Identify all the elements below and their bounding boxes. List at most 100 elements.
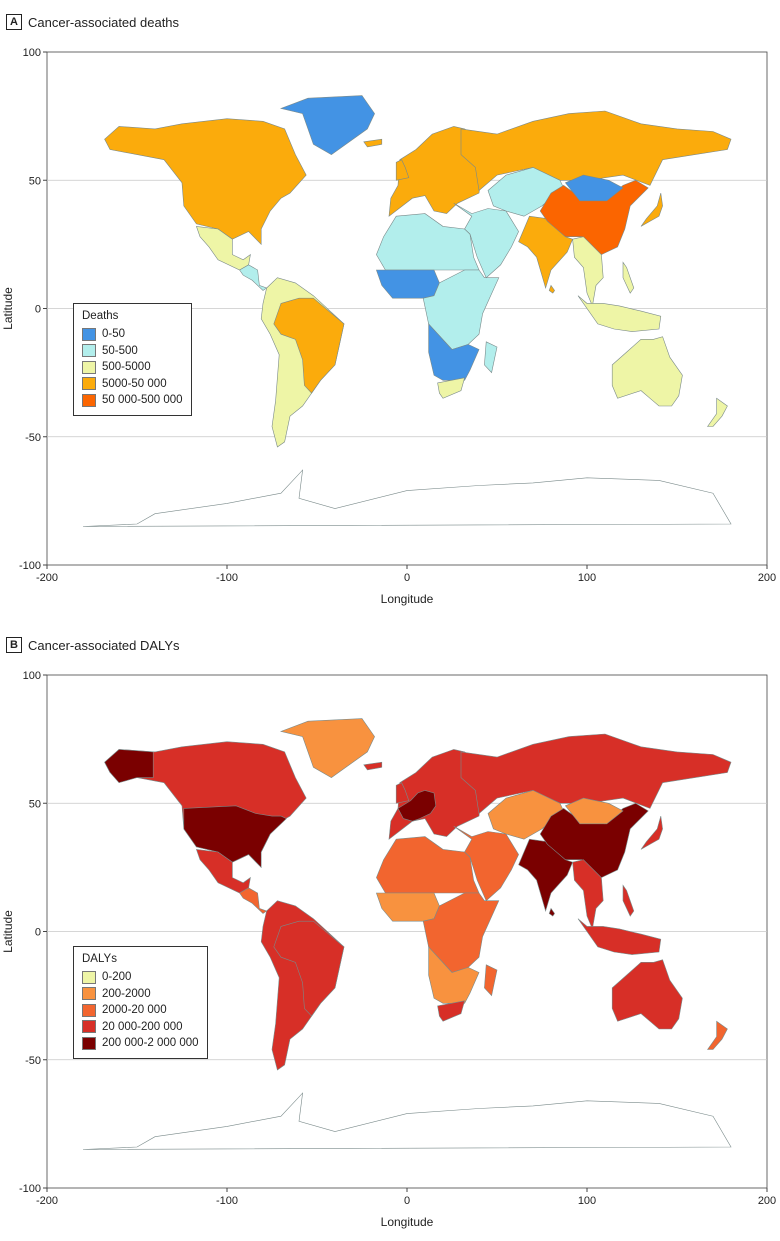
region-mexico <box>195 849 251 894</box>
y-axis-title: Latitude <box>1 910 15 953</box>
region-new-zealand <box>707 397 728 427</box>
y-tick-label: -100 <box>19 1183 41 1195</box>
region-japan <box>640 193 663 227</box>
region-indonesia <box>577 295 662 332</box>
y-tick-label: -50 <box>25 432 41 444</box>
legend-label: 5000-50 000 <box>102 377 167 390</box>
region-sri-lanka <box>548 284 555 294</box>
region-new-zealand <box>707 1020 728 1050</box>
legend-label: 50-500 <box>102 344 138 357</box>
panel-dalys: -200 -100 0 100 200 100 50 0 -50 -100 Longitude Lat… <box>0 623 780 1241</box>
region-southern-africa <box>428 323 480 381</box>
y-tick-label: 100 <box>23 670 41 682</box>
legend-swatch <box>82 1036 96 1050</box>
region-north-america <box>104 118 307 246</box>
region-russia <box>460 110 732 192</box>
y-tick-label: 100 <box>23 47 41 59</box>
x-axis-title: Longitude <box>381 1215 434 1229</box>
x-tick-label: 0 <box>404 572 410 584</box>
y-tick-label: 0 <box>35 927 41 939</box>
region-uk <box>395 782 410 804</box>
legend-swatch <box>82 1003 96 1017</box>
legend-label: 2000-20 000 <box>102 1004 167 1017</box>
region-brazil <box>273 920 345 1017</box>
x-tick-label: 0 <box>404 1195 410 1207</box>
region-india <box>518 838 573 913</box>
legend-swatch <box>82 970 96 984</box>
legend-item: 0-50 <box>82 326 183 343</box>
legend-label: 500-5000 <box>102 361 151 374</box>
region-russia <box>460 733 732 815</box>
legend-label: 0-50 <box>102 328 126 341</box>
legend-item: 50 000-500 000 <box>82 392 183 409</box>
region-iceland <box>363 138 383 148</box>
panel-header: A Cancer-associated deaths <box>6 12 179 32</box>
legend-item: 200-2000 <box>82 986 199 1003</box>
y-axis-title: Latitude <box>1 287 15 330</box>
region-mexico <box>195 226 251 271</box>
region-usa <box>183 805 287 869</box>
legend-swatch <box>82 1020 96 1034</box>
region-iceland <box>363 761 383 771</box>
region-southeast-asia <box>572 236 604 307</box>
legend-swatch <box>82 327 96 341</box>
legend-label: 20 000-200 000 <box>102 1020 183 1033</box>
region-philippines <box>622 261 635 294</box>
y-tick-label: 50 <box>29 175 41 187</box>
region-alaska <box>104 749 154 784</box>
region-australia <box>611 959 683 1030</box>
panel-header: B Cancer-associated DALYs <box>6 635 180 655</box>
legend-swatch <box>82 360 96 374</box>
panel-deaths: -200 -100 0 100 200 100 50 0 -50 -100 Longitude Lat… <box>0 0 780 620</box>
panel-title: Cancer-associated deaths <box>28 14 180 30</box>
region-middle-east <box>453 826 519 902</box>
region-madagascar <box>484 341 498 374</box>
legend-label: 50 000-500 000 <box>102 394 183 407</box>
x-tick-label: 100 <box>578 1195 596 1207</box>
region-southern-africa <box>428 946 480 1004</box>
region-south-africa <box>437 377 466 399</box>
dalys-map: -200 -100 0 100 200100500-50-100LongitudeLat… <box>1 670 776 1229</box>
region-india <box>518 215 573 290</box>
deaths-legend: Deaths 0-50 50-500 500-5000 5000-50 000 … <box>73 303 192 416</box>
region-east-africa <box>422 892 500 973</box>
legend-item: 0-200 <box>82 969 199 986</box>
x-tick-label: 100 <box>578 572 596 584</box>
legend-title: Deaths <box>82 310 119 322</box>
panel-title: Cancer-associated DALYs <box>28 637 180 653</box>
region-mongolia <box>564 797 624 825</box>
region-greenland <box>279 718 375 778</box>
dalys-legend: DALYs 0-200 200-2000 2000-20 000 20 000-… <box>73 946 208 1059</box>
region-uk <box>395 159 410 181</box>
region-sri-lanka <box>548 907 555 917</box>
y-tick-label: 50 <box>29 798 41 810</box>
x-tick-label: -200 <box>36 572 58 584</box>
region-indonesia <box>577 918 662 955</box>
legend-swatch <box>82 377 96 391</box>
region-east-africa <box>422 269 500 350</box>
panel-letter: A <box>6 14 22 30</box>
region-greenland <box>279 95 375 155</box>
region-japan <box>640 816 663 850</box>
x-tick-label: -100 <box>216 1195 238 1207</box>
legend-title: DALYs <box>82 953 117 965</box>
panel-letter: B <box>6 637 22 653</box>
legend-swatch <box>82 987 96 1001</box>
x-tick-label: 200 <box>758 1195 776 1207</box>
legend-item: 20 000-200 000 <box>82 1019 199 1036</box>
legend-item: 500-5000 <box>82 359 183 376</box>
region-western-europe <box>397 790 437 822</box>
legend-item: 200 000-2 000 000 <box>82 1035 199 1052</box>
x-axis-title: Longitude <box>381 592 434 606</box>
x-tick-label: -100 <box>216 572 238 584</box>
legend-item: 50-500 <box>82 343 183 360</box>
legend-label: 200-2000 <box>102 987 151 1000</box>
region-philippines <box>622 884 635 917</box>
legend-item: 5000-50 000 <box>82 376 183 393</box>
legend-label: 200 000-2 000 000 <box>102 1037 199 1050</box>
x-tick-label: -200 <box>36 1195 58 1207</box>
legend-label: 0-200 <box>102 971 132 984</box>
region-australia <box>611 336 683 407</box>
legend-swatch <box>82 344 96 358</box>
y-tick-label: 0 <box>35 304 41 316</box>
